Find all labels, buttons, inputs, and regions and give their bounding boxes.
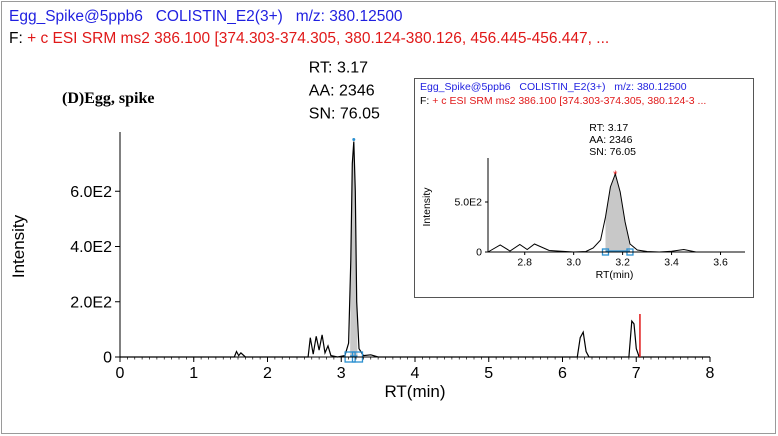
peak-apex-marker: * (613, 169, 618, 181)
inset-scan-filter: F: + c ESI SRM ms2 386.100 [374.303-374.… (420, 95, 706, 107)
scan-filter: F: + c ESI SRM ms2 386.100 [374.303-374.… (9, 30, 609, 48)
trace-title: Egg_Spike@5ppb6 COLISTIN_E2(3+) m/z: 380… (9, 8, 403, 25)
peak-annotation: SN: 76.05 (589, 146, 636, 158)
y-axis-label: Intensity (9, 214, 28, 278)
inset-trace-title: Egg_Spike@5ppb6 COLISTIN_E2(3+) m/z: 380… (420, 81, 687, 93)
y-tick-label: 5.0E2 (455, 197, 483, 209)
x-tick-label: 3.0 (566, 257, 581, 269)
peak-area (605, 174, 630, 252)
x-tick-label: 5 (484, 365, 493, 382)
x-tick-label: 3.4 (664, 257, 679, 269)
x-tick-label: 3 (337, 365, 346, 382)
peak-annotation: SN: 76.05 (309, 106, 380, 123)
y-tick-label: 6.0E2 (70, 184, 112, 201)
inset-frame (414, 78, 754, 298)
x-tick-label: 3.6 (713, 257, 728, 269)
x-tick-label: 3.2 (615, 257, 630, 269)
trace-line (120, 141, 710, 358)
x-axis-label: RT(min) (596, 269, 634, 281)
filter-label: F: (9, 30, 23, 47)
y-tick-label: 0 (476, 247, 482, 259)
panel-label: (D)Egg, spike (62, 90, 155, 107)
peak-annotation: AA: 2346 (589, 134, 632, 146)
x-tick-label: 4 (411, 365, 420, 382)
peak-annotation: RT: 3.17 (589, 122, 628, 134)
peak-apex-marker (352, 138, 356, 142)
filter-text: + c ESI SRM ms2 386.100 [374.303-374.305… (22, 30, 610, 47)
x-tick-label: 2 (263, 365, 272, 382)
x-tick-label: 8 (706, 365, 715, 382)
inset-filter-text: + c ESI SRM ms2 386.100 [374.303-374.305… (429, 95, 707, 107)
y-axis-label: Intensity (421, 187, 433, 227)
y-tick-label: 0 (103, 350, 112, 367)
y-tick-label: 4.0E2 (70, 239, 112, 256)
x-tick-label: 6 (558, 365, 567, 382)
x-tick-label: 0 (116, 365, 125, 382)
inset-filter-label: F: (420, 95, 430, 107)
x-tick-label: 1 (189, 365, 198, 382)
peak-annotation: RT: 3.17 (309, 60, 368, 77)
x-axis-label: RT(min) (384, 382, 445, 401)
peak-annotation: AA: 2346 (309, 83, 375, 100)
y-tick-label: 2.0E2 (70, 294, 112, 311)
x-tick-label: 7 (632, 365, 641, 382)
x-tick-label: 2.8 (517, 257, 532, 269)
